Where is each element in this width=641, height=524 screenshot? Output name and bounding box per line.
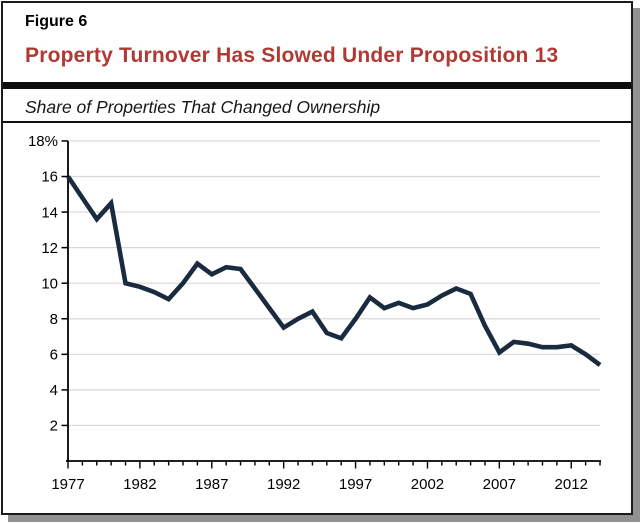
x-axis-tick-label: 2002 (411, 476, 444, 493)
y-axis-tick-label: 8 (50, 311, 58, 328)
figure-label: Figure 6 (25, 13, 88, 30)
subtitle-divider-rule (3, 121, 631, 123)
figure-title: Property Turnover Has Slowed Under Propo… (25, 44, 559, 67)
x-axis-tick-label: 1997 (339, 476, 372, 493)
turnover-share-series-line (66, 175, 602, 367)
title-divider-rule (3, 82, 631, 89)
y-axis-tick-label: 14 (41, 204, 58, 221)
x-axis: 1977 1982 1987 1992 1997 2002 2007 2012 (51, 460, 601, 493)
x-axis-tick-label: 1992 (267, 476, 300, 493)
y-axis-tick-label: 18% (28, 133, 58, 150)
x-axis-tick-label: 1977 (51, 476, 84, 493)
y-axis-tick-label: 2 (50, 418, 58, 435)
y-axis-tick-label: 10 (41, 275, 58, 292)
figure-card: Figure 6 Property Turnover Has Slowed Un… (1, 1, 633, 515)
y-axis-tick-label: 16 (41, 169, 58, 186)
x-axis-tick-label: 2007 (483, 476, 516, 493)
y-axis-tick-label: 6 (50, 347, 58, 364)
line-chart: 18% 16 14 12 10 8 6 4 2 1977 1982 1987 1992 1997 2002 2… (3, 129, 631, 513)
y-axis: 18% 16 14 12 10 8 6 4 2 (28, 133, 69, 462)
y-gridlines (68, 140, 600, 427)
x-axis-tick-label: 1987 (195, 476, 228, 493)
y-axis-tick-label: 4 (50, 382, 58, 399)
x-axis-tick-label: 1982 (123, 476, 156, 493)
turnover-line-chart-svg: 18% 16 14 12 10 8 6 4 2 1977 1982 1987 1992 1997 2002 2… (28, 133, 602, 493)
y-axis-tick-label: 12 (41, 240, 58, 257)
x-axis-tick-label: 2012 (555, 476, 588, 493)
figure-subtitle: Share of Properties That Changed Ownersh… (25, 97, 381, 117)
